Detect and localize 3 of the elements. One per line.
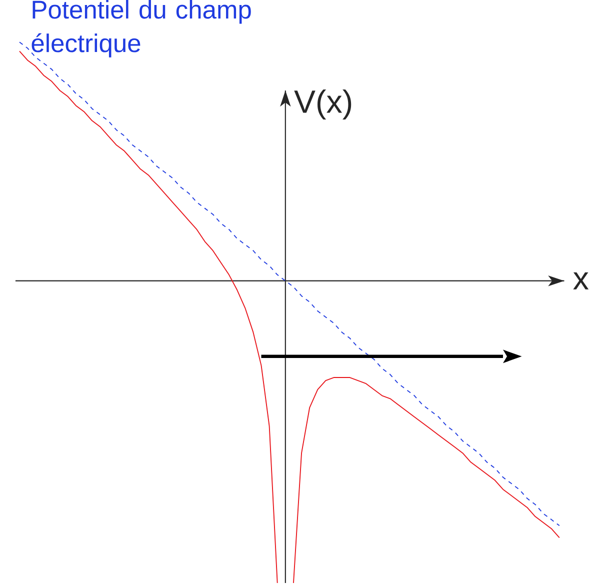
- series-label: Potentiel du champ électrique: [32, 0, 251, 58]
- y-axis-title: V(x): [294, 90, 352, 120]
- x-axis-title: x: [573, 272, 589, 290]
